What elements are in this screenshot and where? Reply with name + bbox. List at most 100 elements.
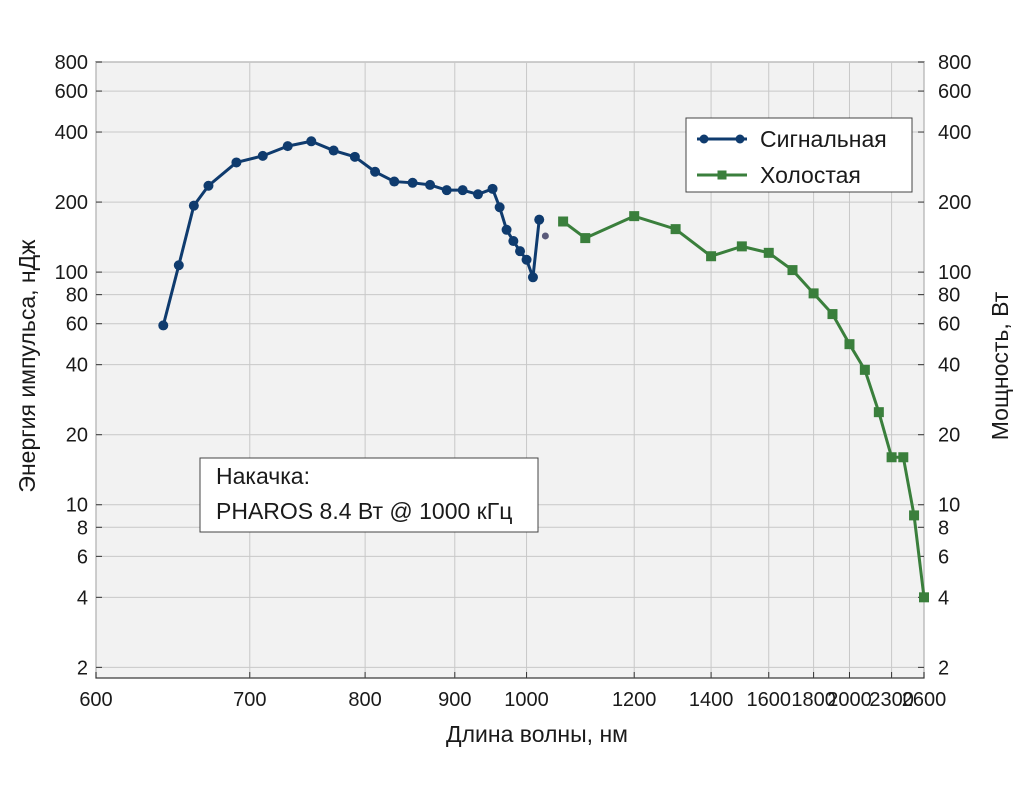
data-point-stray [541, 232, 549, 240]
data-point-signal [158, 320, 169, 331]
x-tick-label: 700 [233, 689, 266, 711]
data-point-signal [173, 260, 184, 271]
data-point-signal [203, 180, 214, 191]
data-point-idler [580, 233, 591, 244]
data-point-signal [501, 224, 512, 235]
data-point-idler [919, 592, 929, 603]
y-tick-label-right: 10 [938, 495, 960, 517]
data-point-signal [441, 185, 452, 196]
data-point-signal [231, 157, 242, 168]
y-tick-label-right: 8 [938, 517, 949, 539]
y-tick-label-right: 800 [938, 52, 971, 74]
data-point-signal [370, 166, 381, 177]
y-tick-label-left: 400 [55, 122, 88, 144]
data-point-signal [457, 185, 468, 196]
x-axis-label: Длина волны, нм [446, 721, 628, 747]
x-tick-label: 800 [348, 689, 381, 711]
x-tick-label: 900 [438, 689, 471, 711]
data-point-signal [306, 136, 317, 147]
y-tick-label-left: 40 [66, 355, 88, 377]
annotation-line-1: Накачка: [216, 463, 310, 489]
data-point-signal [515, 246, 526, 257]
y-axis-right-label: Мощность, Вт [987, 291, 1013, 440]
legend-label-signal: Сигнальная [760, 126, 887, 152]
data-point-idler [827, 309, 838, 320]
y-tick-label-left: 200 [55, 192, 88, 214]
x-tick-label: 1800 [791, 689, 836, 711]
legend-marker-signal [735, 134, 745, 144]
x-tick-label: 2300 [869, 689, 914, 711]
y-tick-label-left: 6 [77, 546, 88, 568]
data-point-idler [558, 216, 569, 227]
data-point-idler [808, 288, 819, 299]
data-point-signal [349, 151, 360, 162]
x-tick-label: 1600 [747, 689, 792, 711]
y-tick-label-right: 2 [938, 657, 949, 679]
y-axis-left-label: Энергия импульса, нДж [14, 239, 40, 493]
data-point-idler [859, 364, 870, 375]
y-tick-label-left: 800 [55, 52, 88, 74]
data-point-signal [472, 189, 483, 200]
y-tick-label-left: 600 [55, 81, 88, 103]
data-point-signal [389, 176, 400, 187]
y-tick-label-left: 8 [77, 517, 88, 539]
y-tick-label-right: 600 [938, 81, 971, 103]
x-tick-label: 1000 [504, 689, 549, 711]
data-point-signal [521, 254, 532, 265]
x-tick-label: 2000 [827, 689, 872, 711]
data-point-idler [787, 265, 798, 276]
data-point-signal [328, 145, 339, 156]
data-point-idler [670, 224, 681, 235]
y-tick-label-right: 400 [938, 122, 971, 144]
data-point-signal [494, 202, 505, 213]
y-tick-label-left: 20 [66, 425, 88, 447]
data-point-idler [909, 510, 920, 521]
legend-marker-idler [717, 170, 727, 180]
data-point-idler [844, 339, 855, 350]
y-tick-label-right: 60 [938, 314, 960, 336]
data-point-idler [763, 247, 774, 258]
data-point-signal [257, 150, 268, 161]
data-point-idler [629, 211, 640, 222]
y-tick-label-right: 80 [938, 285, 960, 307]
y-tick-label-right: 20 [938, 425, 960, 447]
legend-box [685, 117, 913, 193]
data-point-signal [425, 179, 436, 190]
legend: Сигнальная Холостая [685, 117, 913, 193]
data-point-signal [282, 141, 293, 152]
data-point-signal [534, 214, 545, 225]
data-point-idler [736, 241, 747, 252]
y-tick-label-left: 60 [66, 314, 88, 336]
y-tick-label-left: 80 [66, 285, 88, 307]
legend-label-idler: Холостая [760, 162, 861, 188]
y-tick-label-left: 2 [77, 657, 88, 679]
data-point-signal [527, 272, 538, 283]
x-tick-label: 600 [79, 689, 112, 711]
data-point-idler [898, 452, 909, 463]
data-point-idler [886, 452, 897, 463]
legend-marker-signal [699, 134, 709, 144]
y-tick-label-right: 200 [938, 192, 971, 214]
x-tick-label: 1200 [612, 689, 657, 711]
data-point-signal [487, 183, 498, 194]
y-tick-label-right: 100 [938, 262, 971, 284]
annotation-line-2: PHAROS 8.4 Вт @ 1000 кГц [216, 498, 512, 524]
y-tick-label-left: 4 [77, 587, 88, 609]
y-tick-label-right: 4 [938, 587, 949, 609]
data-point-idler [873, 407, 884, 418]
annotation-box [199, 457, 539, 533]
data-point-signal [508, 236, 519, 247]
x-tick-label: 2600 [902, 689, 947, 711]
y-tick-label-right: 6 [938, 546, 949, 568]
pump-annotation: Накачка: PHAROS 8.4 Вт @ 1000 кГц [199, 457, 539, 533]
series [158, 136, 929, 603]
data-point-signal [407, 177, 418, 188]
y-tick-label-left: 100 [55, 262, 88, 284]
data-point-signal [188, 200, 199, 211]
y-tick-label-right: 40 [938, 355, 960, 377]
x-tick-labels: 600 700 800 900 1000 1200 1400 1600 180020002300… [79, 689, 946, 711]
y-tick-label-left: 10 [66, 495, 88, 517]
data-point-idler [706, 251, 717, 262]
